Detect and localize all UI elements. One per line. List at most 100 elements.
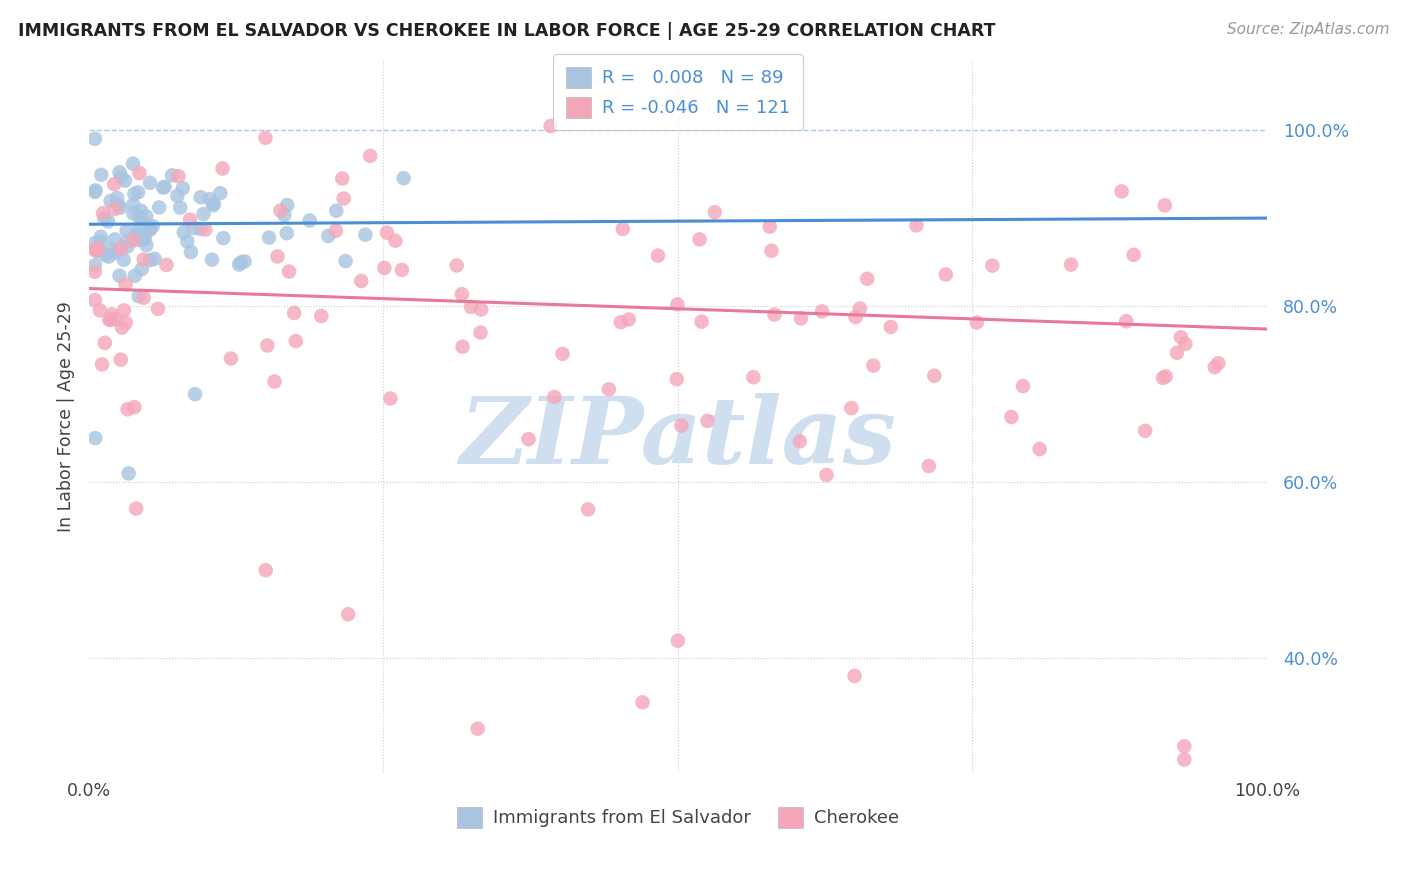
Point: [610, 315, 633, 329]
Point: [190, 222, 212, 236]
Point: [551, 347, 574, 361]
Point: [451, 340, 474, 354]
Point: [219, 351, 242, 366]
Point: [392, 171, 415, 186]
Point: [104, 245, 127, 260]
Point: [91, 206, 114, 220]
Point: [862, 359, 884, 373]
Point: [1028, 442, 1050, 456]
Point: [316, 229, 339, 244]
Point: [115, 224, 138, 238]
Point: [114, 174, 136, 188]
Point: [86, 244, 108, 259]
Point: [134, 231, 156, 245]
Point: [176, 235, 198, 249]
Point: [598, 382, 620, 396]
Point: [84, 132, 107, 146]
Point: [631, 695, 654, 709]
Point: [696, 414, 718, 428]
Point: [228, 258, 250, 272]
Point: [278, 264, 301, 278]
Point: [117, 239, 139, 253]
Point: [283, 306, 305, 320]
Point: [122, 156, 145, 170]
Point: [540, 119, 562, 133]
Point: [129, 227, 152, 241]
Point: [190, 190, 212, 204]
Point: [110, 352, 132, 367]
Point: [167, 169, 190, 184]
Point: [84, 185, 107, 199]
Point: [125, 227, 148, 241]
Point: [122, 234, 145, 248]
Point: [84, 243, 107, 257]
Point: [193, 207, 215, 221]
Point: [470, 326, 492, 340]
Point: [100, 312, 122, 326]
Point: [918, 458, 941, 473]
Point: [1204, 360, 1226, 375]
Point: [1154, 369, 1177, 384]
Point: [1122, 248, 1144, 262]
Point: [173, 226, 195, 240]
Text: IMMIGRANTS FROM EL SALVADOR VS CHEROKEE IN LABOR FORCE | AGE 25-29 CORRELATION C: IMMIGRANTS FROM EL SALVADOR VS CHEROKEE …: [18, 22, 995, 40]
Point: [103, 177, 125, 191]
Point: [142, 219, 165, 233]
Point: [146, 301, 169, 316]
Point: [273, 208, 295, 222]
Point: [128, 233, 150, 247]
Point: [233, 254, 256, 268]
Point: [849, 301, 872, 316]
Point: [790, 311, 813, 326]
Point: [543, 390, 565, 404]
Point: [671, 418, 693, 433]
Point: [184, 387, 207, 401]
Point: [108, 268, 131, 283]
Point: [789, 434, 811, 449]
Point: [122, 206, 145, 220]
Point: [153, 180, 176, 194]
Point: [470, 302, 492, 317]
Point: [128, 209, 150, 223]
Point: [763, 308, 786, 322]
Point: [94, 248, 117, 262]
Point: [107, 198, 129, 212]
Point: [97, 214, 120, 228]
Point: [124, 400, 146, 414]
Point: [1153, 198, 1175, 212]
Point: [135, 238, 157, 252]
Point: [128, 166, 150, 180]
Point: [114, 277, 136, 292]
Point: [129, 203, 152, 218]
Point: [689, 232, 711, 246]
Point: [1000, 410, 1022, 425]
Point: [139, 252, 162, 267]
Point: [839, 401, 862, 415]
Point: [269, 203, 291, 218]
Point: [276, 198, 298, 212]
Point: [337, 607, 360, 622]
Point: [617, 312, 640, 326]
Point: [905, 219, 928, 233]
Point: [1173, 752, 1195, 766]
Point: [446, 259, 468, 273]
Point: [93, 211, 115, 226]
Point: [1111, 185, 1133, 199]
Point: [350, 274, 373, 288]
Point: [166, 189, 188, 203]
Point: [194, 222, 217, 236]
Point: [380, 392, 402, 406]
Point: [815, 468, 838, 483]
Point: [254, 131, 277, 145]
Text: Source: ZipAtlas.com: Source: ZipAtlas.com: [1226, 22, 1389, 37]
Point: [384, 234, 406, 248]
Point: [100, 243, 122, 257]
Point: [880, 320, 903, 334]
Point: [844, 669, 866, 683]
Point: [1060, 258, 1083, 272]
Point: [467, 722, 489, 736]
Point: [132, 252, 155, 267]
Point: [202, 196, 225, 211]
Point: [375, 226, 398, 240]
Point: [761, 244, 783, 258]
